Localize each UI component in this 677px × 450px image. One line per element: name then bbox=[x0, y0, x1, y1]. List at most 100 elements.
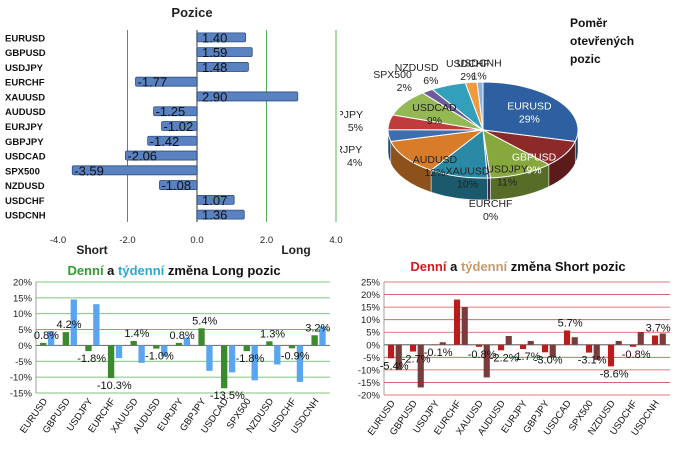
long-bar bbox=[175, 342, 183, 346]
long-y-tick: -15% bbox=[10, 389, 33, 400]
long-y-tick: -5% bbox=[15, 357, 32, 368]
pie-slice-label: XAUUSD bbox=[446, 165, 490, 177]
long-bar bbox=[311, 335, 318, 346]
long-bar bbox=[296, 345, 304, 382]
short-bar bbox=[483, 344, 490, 378]
pie-slice-pct: 4% bbox=[347, 157, 362, 169]
pie-slice-pct: 12% bbox=[424, 167, 445, 179]
pie-title-line-2: otevřených bbox=[570, 34, 634, 48]
pie-slice-label: GBPUSD bbox=[512, 151, 557, 163]
long-bar bbox=[161, 345, 168, 357]
pie-slice-pct: 2% bbox=[397, 82, 412, 94]
short-bar bbox=[637, 332, 644, 345]
pos-value-label: -1.42 bbox=[150, 134, 180, 149]
pos-value-label: -1.02 bbox=[164, 119, 194, 134]
short-bar bbox=[417, 344, 424, 388]
short-data-label: -3.1% bbox=[578, 355, 607, 367]
short-data-label: -1.7% bbox=[512, 351, 541, 363]
short-title-rest: změna Short pozic bbox=[507, 259, 625, 274]
short-y-tick: 20% bbox=[361, 290, 381, 301]
pos-bar bbox=[159, 180, 198, 190]
long-bar bbox=[274, 345, 281, 365]
short-data-label: 3.7% bbox=[646, 322, 671, 334]
short-bar bbox=[453, 299, 461, 345]
pos-value-label: -2.06 bbox=[127, 149, 157, 164]
pie-slice-label: USDCNH bbox=[457, 58, 502, 70]
short-y-tick: -20% bbox=[358, 391, 381, 402]
pos-x-tick: 2.0 bbox=[260, 235, 273, 246]
pos-value-label: -1.25 bbox=[156, 104, 186, 119]
pos-bar bbox=[196, 209, 245, 220]
short-bar bbox=[615, 341, 622, 345]
pos-bar bbox=[71, 165, 198, 176]
short-y-tick: -10% bbox=[358, 365, 381, 376]
long-data-label: 3.2% bbox=[305, 322, 330, 334]
pos-bar bbox=[196, 194, 235, 205]
pos-category-label: USDJPY bbox=[5, 63, 44, 74]
short-data-label: -8.6% bbox=[600, 368, 629, 380]
long-title-rest: změna Long pozic bbox=[164, 263, 280, 278]
pos-category-label: NZDUSD bbox=[5, 181, 45, 192]
pos-category-label: SPX500 bbox=[5, 166, 40, 177]
long-data-label: 0.8% bbox=[34, 330, 59, 342]
short-bar bbox=[519, 344, 527, 350]
pie-slice-label: NZDUSD bbox=[395, 62, 439, 74]
long-y-tick: 20% bbox=[13, 278, 33, 289]
long-bar bbox=[288, 345, 296, 349]
short-y-tick: -5% bbox=[363, 353, 380, 364]
pos-category-label: USDCAD bbox=[5, 152, 46, 163]
long-data-label: -13.5% bbox=[210, 390, 245, 402]
long-bar bbox=[183, 337, 191, 346]
short-bar bbox=[439, 342, 446, 345]
pie-slice bbox=[476, 81, 484, 131]
short-data-label: -3.0% bbox=[534, 354, 563, 366]
pos-category-label: USDCNH bbox=[5, 211, 46, 222]
positions-chart-title: Pozice bbox=[171, 5, 212, 20]
pos-category-label: GBPJPY bbox=[5, 137, 44, 148]
pie-slice-label: GBPJPY bbox=[340, 109, 363, 121]
short-data-label: -0.8% bbox=[468, 349, 497, 361]
long-title-daily: Denní bbox=[67, 263, 104, 278]
pie-slice-pct: 1% bbox=[472, 71, 487, 83]
long-bar bbox=[130, 340, 137, 346]
long-bar bbox=[62, 332, 70, 346]
long-data-label: 4.2% bbox=[56, 319, 81, 331]
long-bar bbox=[220, 345, 228, 389]
pos-value-label: 1.40 bbox=[202, 30, 227, 45]
pos-value-label: 1.59 bbox=[202, 45, 227, 60]
pie-slice-pct: 9% bbox=[427, 115, 442, 127]
long-bar bbox=[251, 345, 258, 381]
short-y-tick: 5% bbox=[366, 328, 380, 339]
short-bar bbox=[409, 344, 417, 352]
pie-slice-pct: 5% bbox=[348, 122, 363, 134]
short-bar bbox=[387, 344, 395, 359]
pos-bar bbox=[135, 76, 198, 87]
short-bar bbox=[607, 344, 615, 367]
pie-slice-pct: 9% bbox=[526, 164, 541, 176]
pos-category-label: XAUUSD bbox=[5, 92, 45, 103]
short-change-chart: Denní a týdenní změna Short pozic -5.4%-… bbox=[358, 259, 671, 438]
long-y-tick: 5% bbox=[18, 325, 32, 336]
long-title-and: a bbox=[104, 263, 118, 278]
long-bar bbox=[115, 345, 123, 359]
short-data-label: -5.4% bbox=[380, 360, 409, 372]
pie-slice-pct: 11% bbox=[497, 177, 517, 189]
pos-value-label: -1.77 bbox=[137, 75, 167, 90]
long-bar bbox=[40, 342, 47, 346]
long-bar bbox=[107, 345, 115, 379]
long-data-label: -0.9% bbox=[281, 350, 310, 362]
short-bar bbox=[571, 337, 578, 345]
pie-title-line-3: pozic bbox=[570, 52, 601, 66]
pos-category-label: USDCHF bbox=[5, 196, 45, 207]
ratio-pie-chart: EURUSD29%GBPUSD9%USDJPY11%EURCHF0%XAUUSD… bbox=[340, 16, 637, 223]
short-y-tick: -15% bbox=[358, 378, 381, 389]
long-bar bbox=[206, 345, 213, 371]
long-bar bbox=[198, 328, 205, 346]
pos-value-label: 1.07 bbox=[202, 193, 227, 208]
long-title-weekly: týdenní bbox=[118, 263, 165, 278]
pie-slice-pct: 2% bbox=[460, 71, 475, 83]
short-title-daily: Denní bbox=[410, 259, 447, 274]
short-bar bbox=[461, 307, 468, 345]
short-y-tick: 25% bbox=[361, 278, 381, 289]
pie-title: Poměr otevřených pozic bbox=[570, 16, 637, 66]
